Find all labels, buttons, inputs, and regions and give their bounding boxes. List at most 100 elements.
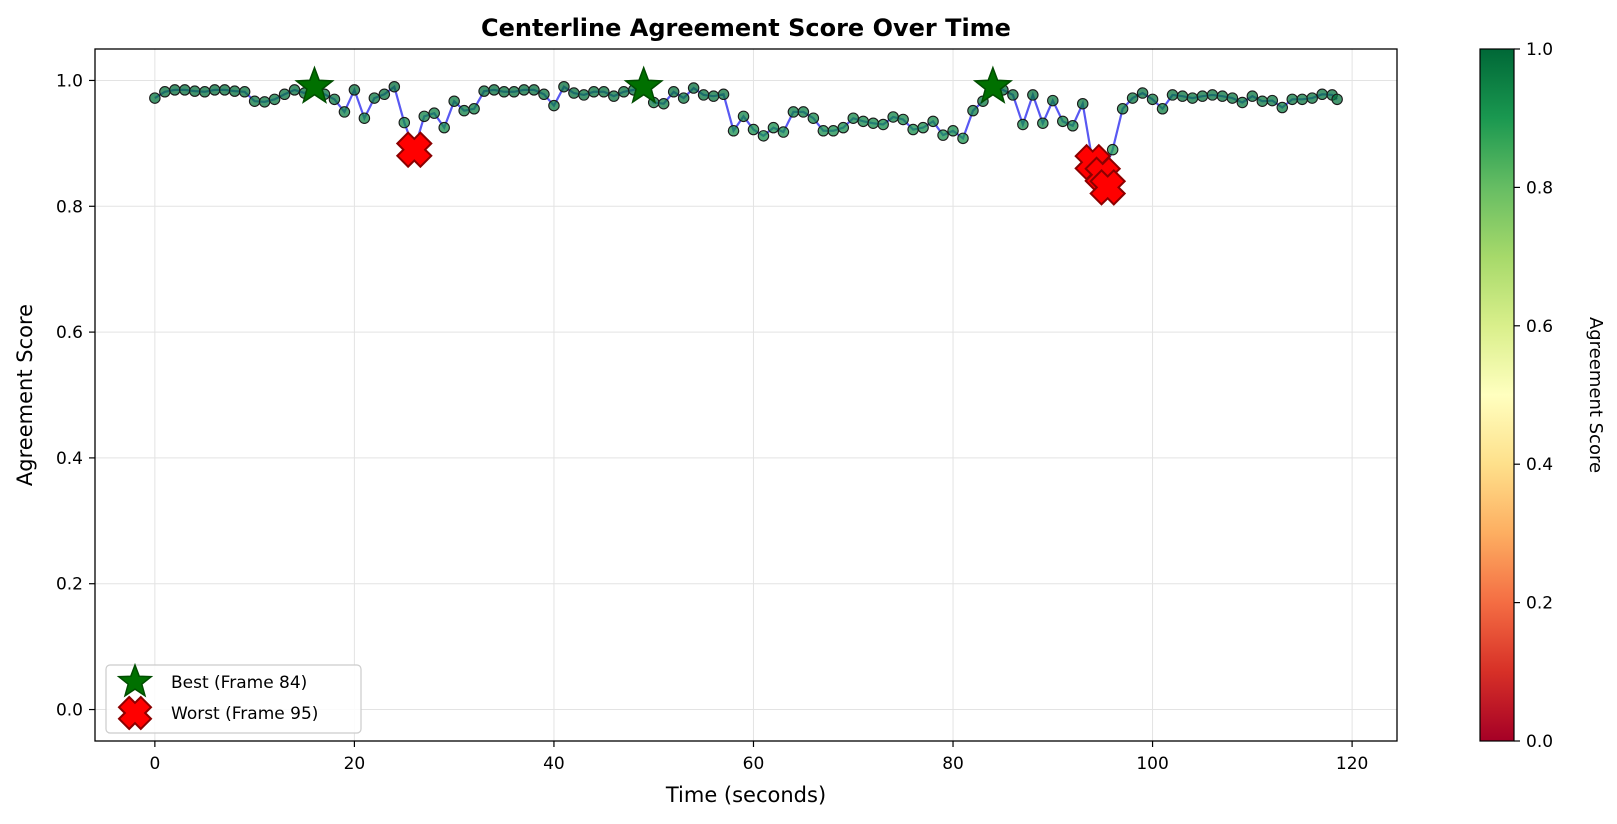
x-tick-label: 20 (344, 754, 366, 774)
data-point (538, 88, 550, 101)
data-point (1106, 143, 1119, 156)
data-point (518, 84, 530, 96)
data-point (1116, 103, 1129, 115)
data-point (1256, 95, 1269, 107)
data-point (1136, 87, 1149, 99)
legend-worst-cross-icon (117, 695, 153, 731)
data-point (707, 90, 720, 102)
data-point (1017, 118, 1029, 131)
colorbar: 0.0 0.2 0.4 0.6 0.8 1.0 Agreement Score (1479, 40, 1606, 752)
data-point (897, 113, 909, 126)
y-tick-label: 0.2 (56, 575, 83, 595)
data-point (508, 86, 520, 98)
data-point (478, 85, 490, 97)
data-point (1186, 92, 1199, 104)
data-point (737, 110, 750, 123)
legend-box (105, 664, 362, 734)
data-point (598, 86, 610, 98)
worst-cross-marker (1089, 168, 1127, 206)
data-point (468, 103, 480, 115)
data-point (198, 86, 211, 98)
colorbar-tick-label: 0.8 (1526, 178, 1553, 198)
data-point (1027, 89, 1039, 101)
legend-star-shape (116, 662, 154, 698)
x-tick-label: 100 (1136, 754, 1168, 774)
legend-best-star-icon (116, 662, 154, 698)
data-point (957, 132, 969, 145)
legend: Best (Frame 84) Worst (Frame 95) (105, 662, 362, 734)
colorbar-tick-label: 0.2 (1526, 594, 1553, 614)
data-point (268, 93, 281, 106)
data-point (548, 99, 560, 112)
data-point (1206, 89, 1219, 101)
data-point (1146, 93, 1159, 106)
data-point (378, 88, 391, 101)
y-tick-label: 0.8 (56, 197, 83, 217)
data-point (747, 123, 760, 136)
data-point (1216, 90, 1229, 102)
data-point (1156, 103, 1169, 115)
data-point (827, 125, 840, 137)
data-point (458, 104, 470, 117)
data-point (438, 121, 450, 134)
axes: 0 20 40 60 80 100 120 0.0 0.2 0.4 0.6 0.8 1.0 (56, 71, 1368, 774)
data-series (149, 80, 1343, 181)
y-tick-label: 1.0 (56, 71, 83, 91)
data-point (727, 125, 740, 137)
data-point (258, 96, 271, 108)
data-point (937, 129, 949, 141)
x-tick-label: 60 (743, 754, 765, 774)
data-point (578, 89, 590, 101)
data-point (1126, 92, 1139, 104)
data-point (967, 104, 979, 117)
data-point (947, 125, 959, 137)
data-point (1316, 88, 1328, 101)
chart-title: Centerline Agreement Score Over Time (481, 14, 1011, 42)
y-tick-label: 0.0 (56, 701, 83, 721)
colorbar-ticks: 0.0 0.2 0.4 0.6 0.8 1.0 (1514, 40, 1553, 752)
data-point (757, 130, 770, 142)
data-point (917, 121, 929, 134)
x-tick-label: 120 (1336, 754, 1368, 774)
best-star-marker (294, 65, 335, 104)
data-point (1246, 90, 1259, 102)
data-point (847, 112, 860, 124)
data-point (857, 115, 869, 128)
data-point (149, 92, 161, 104)
data-point (797, 106, 810, 118)
data-point (1276, 101, 1289, 114)
data-point (887, 111, 899, 123)
x-axis-title: Time (seconds) (665, 783, 826, 807)
data-point (1331, 93, 1343, 106)
data-point (218, 84, 231, 96)
data-point (1266, 94, 1279, 107)
data-point (288, 84, 301, 96)
data-point (1176, 90, 1189, 102)
data-point (1057, 115, 1069, 128)
data-point (1166, 89, 1179, 101)
data-point (777, 126, 790, 138)
data-point (179, 84, 191, 96)
data-point (817, 125, 830, 137)
worst-cross-marker (395, 131, 433, 169)
data-point (428, 107, 440, 119)
colorbar-title: Agreement Score (1585, 317, 1606, 473)
data-point (208, 84, 221, 96)
data-point (877, 118, 889, 131)
grid-lines (95, 49, 1397, 741)
data-point (398, 116, 411, 129)
x-tick-label: 40 (543, 754, 565, 774)
data-point (787, 106, 800, 118)
data-point (1047, 94, 1059, 107)
data-point (1076, 97, 1089, 110)
data-point (927, 115, 939, 128)
legend-worst-label: Worst (Frame 95) (171, 704, 318, 724)
colorbar-tick-label: 0.4 (1526, 455, 1553, 475)
data-point (1306, 92, 1318, 104)
data-point (907, 123, 919, 136)
data-point (1196, 90, 1209, 102)
y-tick-label: 0.4 (56, 449, 83, 469)
data-point (837, 121, 850, 134)
data-point (1066, 119, 1079, 132)
data-point (807, 112, 820, 124)
